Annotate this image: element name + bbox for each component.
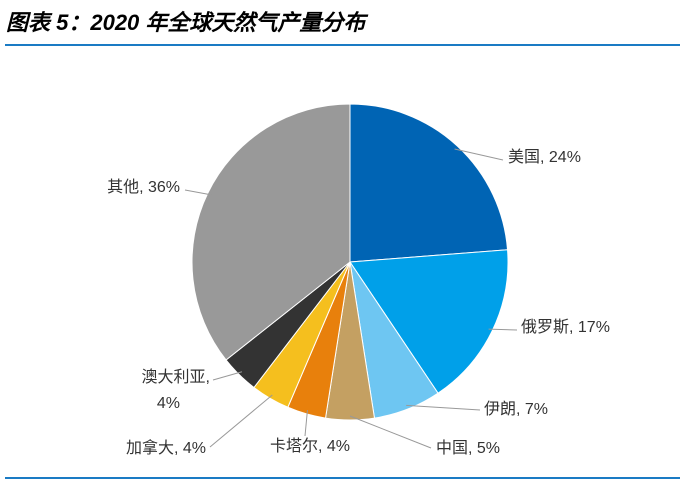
data-label: 美国, 24% [508,148,581,166]
leader-line [454,148,504,161]
leader-line [212,371,243,381]
data-label: 卡塔尔, 4% [270,437,350,455]
chart-title: 图表 5：2020 年全球天然气产量分布 [6,10,368,35]
data-label: 伊朗, 7% [484,400,548,418]
pie-slice [349,103,509,263]
leader-line [349,415,432,449]
data-label: 俄罗斯, 17% [521,318,610,336]
leader-line [488,328,518,331]
data-label: 中国, 5% [436,439,500,457]
data-label: 加拿大, 4% [126,438,206,457]
pie-slice [349,249,509,394]
leader-line [184,189,212,196]
leader-line [209,394,273,448]
data-label: 其他, 36% [107,178,180,196]
pie-slice [191,103,351,361]
leader-line [304,409,308,437]
data-label: 澳大利亚, 4% [142,368,210,412]
leader-line [406,404,481,411]
